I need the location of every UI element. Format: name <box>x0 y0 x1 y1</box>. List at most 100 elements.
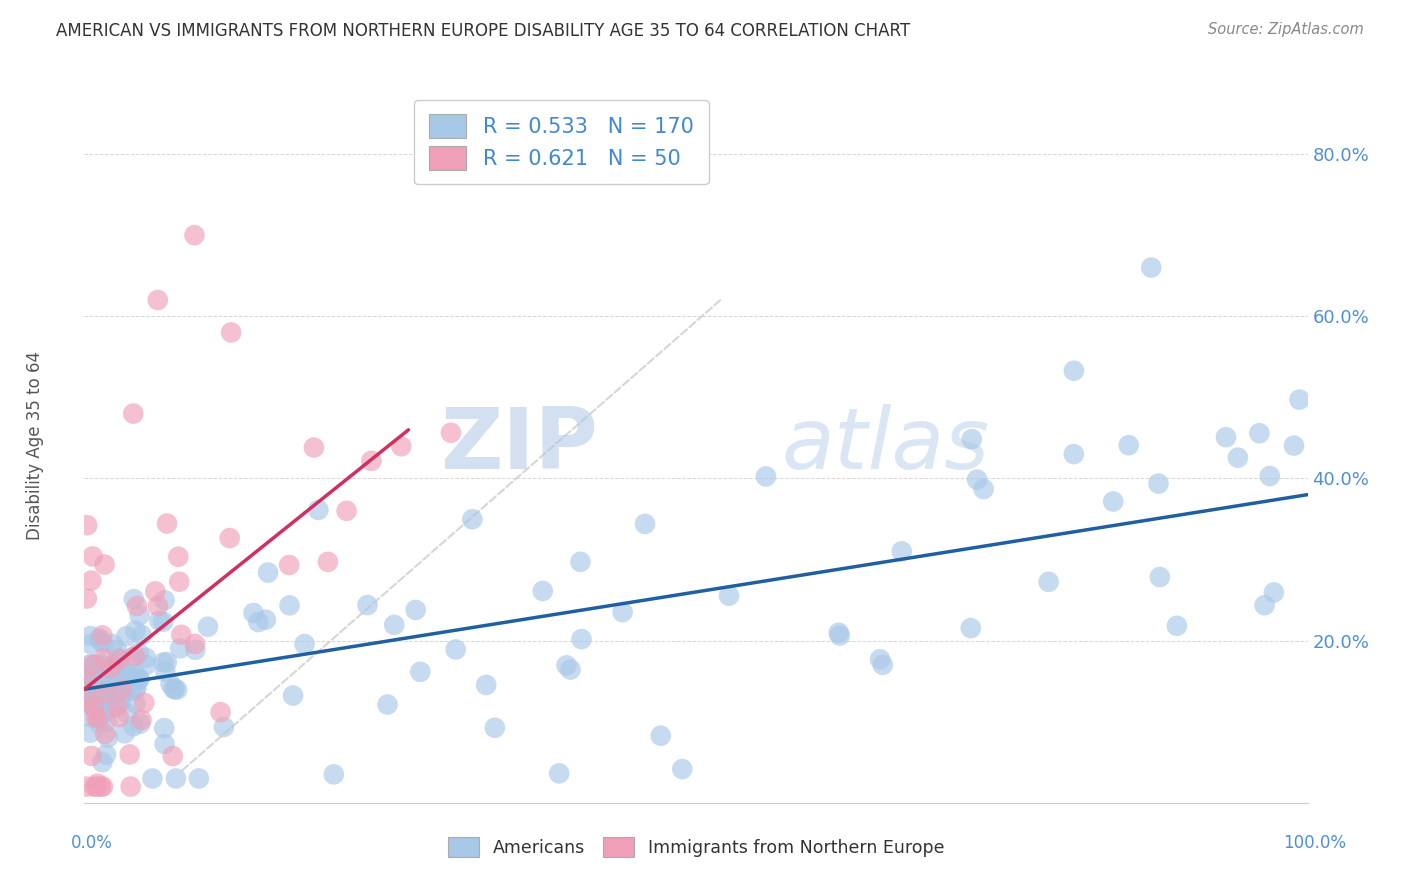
Point <box>159 677 181 691</box>
Point <box>80 574 103 588</box>
Point <box>484 721 506 735</box>
Point <box>212 720 235 734</box>
Point <box>153 593 176 607</box>
Point <box>872 657 894 672</box>
Point <box>108 681 131 696</box>
Point <box>162 681 184 696</box>
Point <box>128 646 150 660</box>
Point <box>90 668 112 682</box>
Point <box>1063 447 1085 461</box>
Point <box>104 667 127 681</box>
Point <box>755 469 778 483</box>
Point <box>104 680 127 694</box>
Point <box>247 615 270 629</box>
Point <box>94 674 117 689</box>
Point <box>91 628 114 642</box>
Point <box>100 661 122 675</box>
Point <box>146 293 169 307</box>
Point <box>322 767 344 781</box>
Point <box>94 681 117 696</box>
Point <box>76 780 98 794</box>
Point <box>389 439 412 453</box>
Point <box>257 566 280 580</box>
Point <box>316 555 339 569</box>
Point <box>475 678 498 692</box>
Text: AMERICAN VS IMMIGRANTS FROM NORTHERN EUROPE DISABILITY AGE 35 TO 64 CORRELATION : AMERICAN VS IMMIGRANTS FROM NORTHERN EUR… <box>56 22 910 40</box>
Point <box>156 655 179 669</box>
Point <box>97 660 120 674</box>
Point <box>869 652 891 666</box>
Point <box>76 672 98 686</box>
Point <box>120 684 142 698</box>
Point <box>1253 599 1275 613</box>
Point <box>254 613 277 627</box>
Point <box>973 482 995 496</box>
Point <box>94 747 117 762</box>
Point <box>79 637 101 651</box>
Point <box>89 632 111 646</box>
Legend: Americans, Immigrants from Northern Europe: Americans, Immigrants from Northern Euro… <box>439 828 953 865</box>
Point <box>409 665 432 679</box>
Text: 0.0%: 0.0% <box>70 834 112 852</box>
Point <box>571 632 593 646</box>
Point <box>115 675 138 690</box>
Point <box>117 706 139 721</box>
Point <box>84 657 107 672</box>
Point <box>91 756 114 770</box>
Point <box>101 673 124 688</box>
Point <box>382 618 405 632</box>
Point <box>79 726 101 740</box>
Point <box>122 407 145 421</box>
Point <box>162 749 184 764</box>
Point <box>444 642 467 657</box>
Point <box>960 432 983 446</box>
Point <box>183 228 205 243</box>
Point <box>612 605 634 619</box>
Point <box>121 670 143 684</box>
Point <box>86 777 108 791</box>
Point <box>83 780 105 794</box>
Point <box>80 657 103 672</box>
Point <box>86 674 108 689</box>
Text: Source: ZipAtlas.com: Source: ZipAtlas.com <box>1208 22 1364 37</box>
Point <box>128 608 150 623</box>
Point <box>827 625 849 640</box>
Point <box>94 687 117 701</box>
Point <box>125 599 148 613</box>
Point <box>104 656 127 670</box>
Point <box>111 685 134 699</box>
Point <box>124 696 146 710</box>
Point <box>141 772 163 786</box>
Point <box>79 686 101 700</box>
Point <box>1258 469 1281 483</box>
Point <box>76 518 98 533</box>
Point <box>91 686 114 700</box>
Point <box>152 656 174 670</box>
Point <box>1226 450 1249 465</box>
Point <box>105 699 128 714</box>
Point <box>128 672 150 686</box>
Point <box>94 727 117 741</box>
Point <box>184 643 207 657</box>
Point <box>131 713 153 727</box>
Point <box>82 665 104 680</box>
Point <box>97 703 120 717</box>
Point <box>1102 494 1125 508</box>
Point <box>79 657 101 672</box>
Point <box>93 686 115 700</box>
Point <box>83 660 105 674</box>
Point <box>120 780 142 794</box>
Point <box>80 748 103 763</box>
Point <box>115 666 138 681</box>
Point <box>156 516 179 531</box>
Point <box>114 674 136 689</box>
Point <box>107 710 129 724</box>
Point <box>1166 619 1188 633</box>
Point <box>124 648 146 663</box>
Point <box>86 658 108 673</box>
Point <box>1249 426 1271 441</box>
Point <box>155 665 177 679</box>
Point <box>134 696 156 710</box>
Point <box>124 666 146 681</box>
Point <box>152 615 174 629</box>
